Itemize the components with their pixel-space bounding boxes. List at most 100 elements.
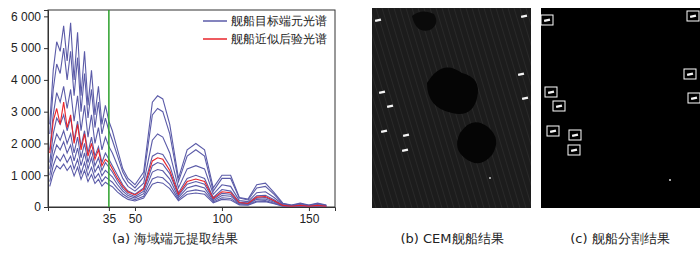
x-tick: 50 xyxy=(129,207,143,226)
image-background xyxy=(372,8,531,208)
y-tick-mark xyxy=(44,175,48,176)
x-tick: 35 xyxy=(103,207,117,226)
spectrum-line xyxy=(50,23,327,205)
legend-label: 舰船目标端元光谱 xyxy=(231,14,327,28)
ship xyxy=(571,148,577,152)
ship xyxy=(522,96,528,100)
texture xyxy=(514,8,531,208)
plot-frame xyxy=(48,10,335,207)
ship xyxy=(521,14,527,18)
spectrum-line xyxy=(50,131,327,207)
ship xyxy=(544,18,550,22)
y-tick-mark xyxy=(44,207,48,208)
texture xyxy=(372,8,406,208)
x-tick-mark xyxy=(309,207,310,211)
y-tick-label: 1 000 xyxy=(11,169,41,183)
y-tick-label: 4 000 xyxy=(11,73,41,87)
x-axis-line xyxy=(49,208,336,212)
y-tick: 5 000 xyxy=(11,41,48,55)
x-tick: 100 xyxy=(212,207,232,226)
ship xyxy=(572,133,578,137)
spectrum-line xyxy=(50,115,327,206)
spectrum-line xyxy=(50,102,327,206)
y-tick-mark xyxy=(44,16,48,17)
legend-swatch xyxy=(203,20,227,22)
x-axis: 35 50 100 150 xyxy=(49,207,336,226)
ship-box xyxy=(568,145,580,155)
y-tick-label: 5 000 xyxy=(11,41,41,55)
spectrum-line xyxy=(50,86,327,205)
land-region xyxy=(412,11,436,30)
spectrum-line xyxy=(50,155,327,207)
y-tick-label: 3 000 xyxy=(11,105,41,119)
ship xyxy=(375,18,381,22)
ship xyxy=(550,129,556,133)
figure: 35 50 100 150 0 1 000 2 000 3 000 4 000 5 000 6 00… xyxy=(0,0,700,253)
band-marker xyxy=(108,10,110,207)
y-tick: 6 000 xyxy=(11,10,48,24)
ship-box xyxy=(553,101,565,111)
texture xyxy=(484,8,531,208)
x-tick-label: 35 xyxy=(103,212,117,226)
caption: (a) 海域端元提取结果 xyxy=(112,231,238,246)
x-tick-mark xyxy=(222,207,223,211)
x-tick: 150 xyxy=(299,207,319,226)
land-region xyxy=(427,67,478,114)
y-tick: 2 000 xyxy=(11,137,48,151)
texture xyxy=(372,8,424,208)
x-tick-mark xyxy=(135,207,136,211)
y-tick-mark xyxy=(44,112,48,113)
x-tick-label: 50 xyxy=(129,212,143,226)
ship-box xyxy=(569,130,581,140)
y-axis-line xyxy=(44,11,49,208)
y-tick-mark xyxy=(44,80,48,81)
y-tick-mark xyxy=(44,48,48,49)
x-tick-label: 100 xyxy=(212,212,232,226)
caption: (c) 舰船分割结果 xyxy=(570,231,669,246)
legend-swatch xyxy=(203,38,227,40)
speck xyxy=(669,179,671,181)
speck xyxy=(489,177,491,179)
ship xyxy=(690,14,696,18)
ship xyxy=(381,129,387,133)
x-tick-label: 150 xyxy=(299,212,319,226)
land-region xyxy=(457,122,496,163)
ship xyxy=(691,96,697,100)
y-tick: 3 000 xyxy=(11,105,48,119)
y-tick-mark xyxy=(44,143,48,144)
ship xyxy=(387,104,393,108)
y-tick-label: 0 xyxy=(34,200,41,214)
image-background xyxy=(541,8,700,208)
y-axis: 0 1 000 2 000 3 000 4 000 5 000 6 000 xyxy=(11,10,49,215)
texture xyxy=(526,8,531,208)
ship xyxy=(403,133,409,137)
texture xyxy=(372,8,388,208)
ship-box xyxy=(541,15,553,25)
plot-area xyxy=(50,10,327,207)
y-tick: 1 000 xyxy=(11,169,48,183)
ship-box xyxy=(547,126,559,136)
legend: 舰船目标端元光谱舰船近似后验光谱 xyxy=(203,14,327,46)
x-tick-mark xyxy=(109,207,110,211)
ship xyxy=(556,104,562,108)
y-tick-label: 2 000 xyxy=(11,137,41,151)
ship xyxy=(548,90,554,94)
y-tick: 4 000 xyxy=(11,73,48,87)
legend-label: 舰船近似后验光谱 xyxy=(231,32,327,46)
spectrum-line xyxy=(50,142,327,207)
caption: (b) CEM舰船结果 xyxy=(400,231,503,246)
ship-box xyxy=(687,11,699,21)
ship-box xyxy=(545,87,557,97)
y-tick-label: 6 000 xyxy=(11,10,41,24)
ship xyxy=(379,90,385,94)
image-panel xyxy=(372,8,531,208)
spectrum-line xyxy=(50,48,327,205)
texture xyxy=(472,8,531,208)
texture xyxy=(496,8,531,208)
spectrum-line xyxy=(50,164,327,207)
y-tick: 0 xyxy=(34,200,48,214)
ship-box xyxy=(688,93,700,103)
texture xyxy=(508,8,531,208)
ship-box xyxy=(684,69,696,79)
image-panel xyxy=(541,8,700,208)
